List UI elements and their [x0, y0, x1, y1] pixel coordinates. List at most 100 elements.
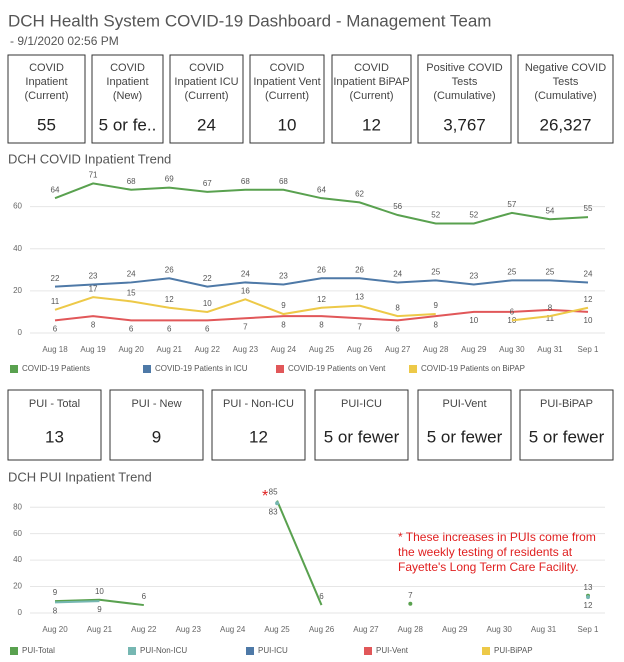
x-tick-label: Aug 20 — [118, 345, 144, 354]
kpi-value: 24 — [197, 115, 216, 134]
x-tick-label: Aug 20 — [42, 625, 68, 634]
data-label: 71 — [89, 171, 98, 180]
chart-title: DCH COVID Inpatient Trend — [8, 151, 171, 166]
data-point — [408, 601, 413, 606]
kpi-card — [314, 389, 409, 461]
y-tick-label: 60 — [13, 529, 22, 538]
data-label: 9 — [53, 588, 58, 597]
data-label: 8 — [433, 320, 438, 329]
kpi-label: COVID — [270, 62, 305, 74]
data-label: 64 — [317, 185, 326, 194]
data-label: 56 — [393, 202, 402, 211]
kpi-card — [519, 389, 614, 461]
data-label: 26 — [317, 265, 326, 274]
series-line — [276, 500, 323, 606]
legend-swatch — [128, 647, 136, 655]
kpi-label: Inpatient BiPAP — [333, 76, 409, 88]
data-label: 23 — [279, 272, 288, 281]
kpi-card — [7, 54, 86, 144]
kpi-label: PUI - New — [131, 398, 181, 410]
data-label: 10 — [584, 316, 593, 325]
kpi-label: COVID — [189, 62, 224, 74]
kpi-value: 55 — [37, 115, 56, 134]
kpi-label: Tests — [452, 76, 478, 88]
legend-swatch — [409, 365, 417, 373]
x-tick-label: Aug 23 — [176, 625, 202, 634]
annotation-marker: * — [262, 488, 268, 505]
data-label: 69 — [165, 175, 174, 184]
legend-swatch — [364, 647, 372, 655]
x-tick-label: Aug 19 — [80, 345, 106, 354]
x-tick-label: Aug 29 — [461, 345, 487, 354]
x-tick-label: Aug 28 — [398, 625, 424, 634]
data-label: 15 — [127, 289, 136, 298]
kpi-label: (Cumulative) — [534, 90, 596, 102]
y-tick-label: 20 — [13, 582, 22, 591]
data-label: 8 — [548, 303, 553, 312]
legend-label: PUI-BiPAP — [494, 646, 533, 655]
kpi-label: Inpatient — [106, 76, 148, 88]
x-tick-label: Aug 30 — [486, 625, 512, 634]
series-line — [54, 277, 589, 288]
legend-swatch — [10, 365, 18, 373]
legend-swatch — [276, 365, 284, 373]
data-label: 13 — [355, 293, 364, 302]
kpi-value: 5 or fewer — [529, 427, 605, 446]
data-label: 16 — [241, 286, 250, 295]
annotation-text: the weekly testing of residents at — [398, 545, 573, 559]
kpi-value: 13 — [45, 427, 64, 446]
legend-label: PUI-Total — [22, 646, 55, 655]
series-line — [54, 600, 100, 604]
kpi-card — [109, 389, 204, 461]
data-label: 23 — [89, 272, 98, 281]
data-label: 6 — [129, 324, 134, 333]
data-label: 83 — [269, 507, 278, 516]
kpi-card — [91, 54, 164, 144]
kpi-card — [7, 389, 102, 461]
x-tick-label: Aug 24 — [271, 345, 297, 354]
data-label: 8 — [319, 320, 324, 329]
y-tick-label: 0 — [18, 608, 23, 617]
x-tick-label: Aug 18 — [42, 345, 68, 354]
data-label: 52 — [469, 211, 478, 220]
x-tick-label: Aug 25 — [264, 625, 290, 634]
kpi-card — [211, 389, 306, 461]
kpi-value: 5 or fewer — [324, 427, 400, 446]
data-label: 23 — [469, 272, 478, 281]
data-label: 12 — [317, 295, 326, 304]
x-tick-label: Aug 27 — [385, 345, 411, 354]
data-label: 9 — [281, 301, 286, 310]
y-tick-label: 20 — [13, 286, 22, 295]
x-tick-label: Aug 28 — [423, 345, 449, 354]
x-tick-label: Aug 30 — [499, 345, 525, 354]
legend-label: COVID-19 Patients on BiPAP — [421, 364, 525, 373]
data-label: 8 — [91, 320, 96, 329]
kpi-label: (Current) — [184, 90, 228, 102]
x-tick-label: Aug 25 — [309, 345, 335, 354]
data-label: 11 — [546, 314, 555, 323]
kpi-label: PUI-BiPAP — [540, 398, 593, 410]
kpi-label: PUI - Total — [29, 398, 80, 410]
x-tick-label: Sep 1 — [578, 345, 599, 354]
x-tick-label: Aug 31 — [531, 625, 557, 634]
data-label: 24 — [584, 270, 593, 279]
series-line — [54, 598, 144, 607]
data-label: 6 — [510, 307, 515, 316]
kpi-label: (Current) — [24, 90, 68, 102]
data-label: 6 — [142, 592, 147, 601]
data-label: 12 — [584, 601, 593, 610]
data-label: 9 — [433, 301, 438, 310]
x-tick-label: Aug 23 — [233, 345, 259, 354]
data-label: 6 — [53, 324, 58, 333]
kpi-card — [249, 54, 325, 144]
series-line — [511, 306, 589, 322]
data-label: 24 — [393, 270, 402, 279]
data-label: 7 — [243, 322, 248, 331]
y-tick-label: 60 — [13, 202, 22, 211]
x-tick-label: Aug 26 — [309, 625, 335, 634]
kpi-label: (New) — [113, 90, 142, 102]
data-label: 85 — [269, 488, 278, 497]
data-point — [586, 595, 590, 600]
kpi-value: 5 or fe.. — [99, 115, 157, 134]
data-label: 12 — [584, 295, 593, 304]
